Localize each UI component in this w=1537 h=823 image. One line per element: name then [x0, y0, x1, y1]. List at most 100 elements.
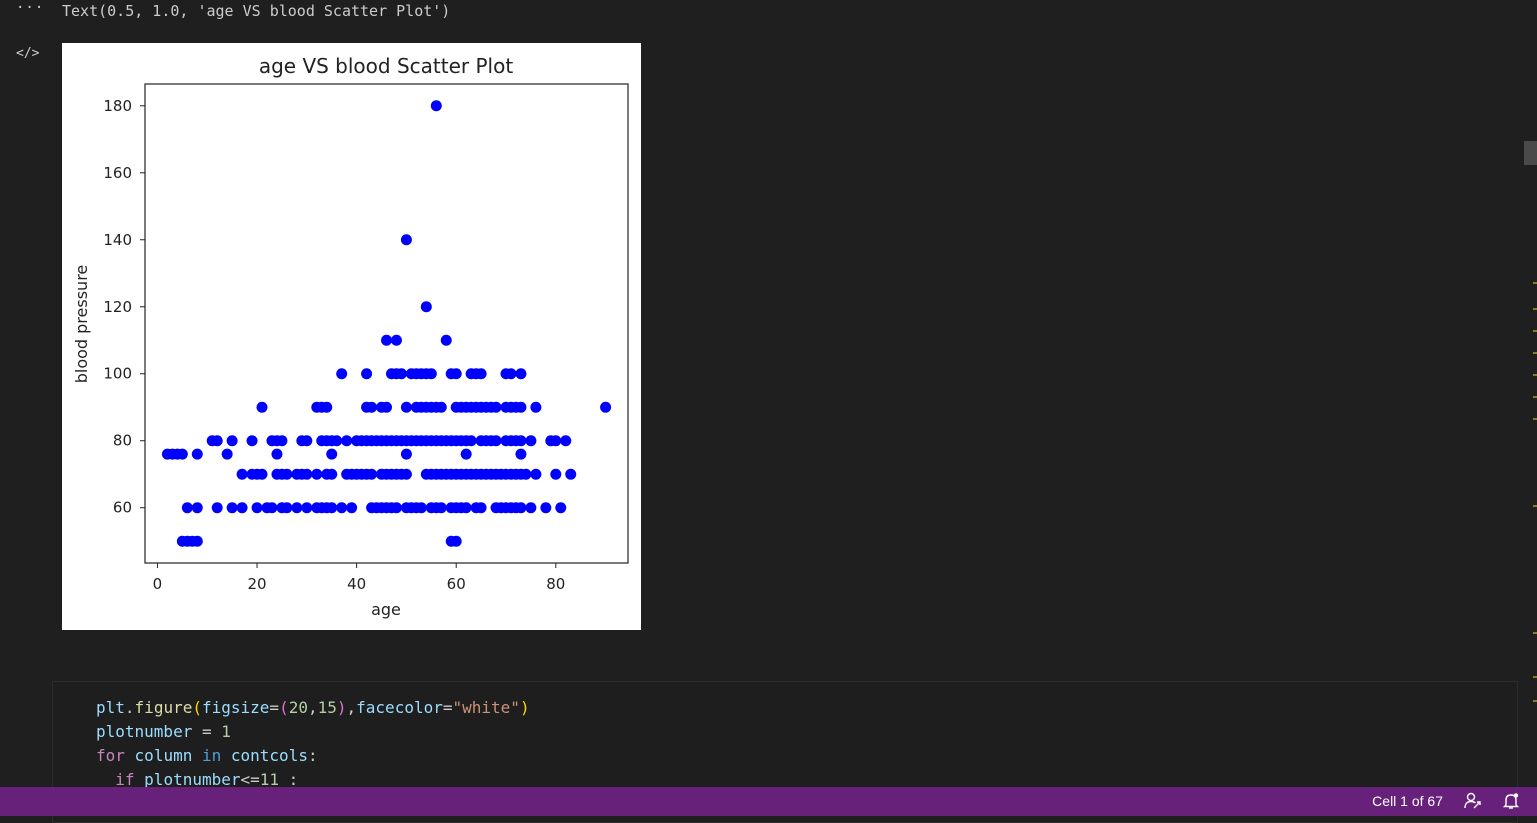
data-point: [475, 368, 487, 380]
code-line[interactable]: plt.figure(figsize=(20,15),facecolor="wh…: [96, 698, 530, 717]
minimap-marker: [1533, 282, 1537, 284]
data-point: [450, 368, 462, 380]
data-point: [400, 468, 412, 480]
data-point: [271, 448, 283, 460]
feedback-icon[interactable]: [1463, 791, 1483, 811]
scatter-points: [161, 100, 612, 547]
output-text: Text(0.5, 1.0, 'age VS blood Scatter Plo…: [62, 2, 451, 20]
data-point: [381, 334, 392, 346]
code-line[interactable]: for column in contcols:: [96, 746, 318, 765]
data-point: [430, 100, 442, 112]
code-line[interactable]: if plotnumber<=11 :: [115, 770, 299, 789]
chart-title: age VS blood Scatter Plot: [259, 54, 513, 78]
data-point: [326, 468, 338, 480]
minimap-marker: [1533, 676, 1537, 678]
data-point: [515, 401, 527, 413]
y-axis-label: blood pressure: [72, 265, 91, 384]
y-tick-label: 180: [103, 97, 132, 115]
data-point: [400, 234, 412, 246]
y-tick-label: 140: [103, 231, 132, 249]
bell-icon[interactable]: [1501, 791, 1521, 811]
data-point: [301, 502, 313, 514]
data-point: [326, 502, 338, 514]
data-point: [490, 435, 502, 447]
minimap-marker: [1533, 700, 1537, 702]
data-point: [366, 468, 378, 480]
data-point: [420, 301, 432, 313]
data-point: [505, 368, 517, 380]
data-point: [366, 401, 378, 413]
data-point: [515, 448, 527, 460]
data-point: [415, 502, 427, 514]
axes-frame: [144, 83, 629, 564]
data-point: [490, 401, 502, 413]
data-point: [540, 502, 552, 514]
data-point: [395, 368, 407, 380]
code-editor[interactable]: plt.figure(figsize=(20,15),facecolor="wh…: [96, 696, 530, 792]
data-point: [281, 468, 293, 480]
minimap-marker: [1533, 352, 1537, 354]
data-point: [191, 535, 203, 547]
data-point: [251, 502, 263, 514]
data-point: [555, 502, 567, 514]
data-point: [176, 448, 188, 460]
code-toggle-button[interactable]: </>: [16, 46, 40, 61]
data-point: [515, 502, 527, 514]
y-tick-label: 100: [103, 365, 132, 383]
data-point: [281, 502, 293, 514]
data-point: [565, 468, 577, 480]
data-point: [450, 535, 462, 547]
data-point: [525, 435, 537, 447]
data-point: [236, 468, 248, 480]
data-point: [341, 435, 353, 447]
data-point: [326, 448, 338, 460]
minimap-marker: [1533, 418, 1537, 420]
code-line[interactable]: plotnumber = 1: [96, 722, 231, 741]
data-point: [191, 502, 203, 514]
y-tick-label: 80: [113, 432, 132, 450]
data-point: [460, 448, 472, 460]
minimap-marker: [1533, 505, 1537, 507]
data-point: [311, 468, 323, 480]
minimap-marker: [1533, 396, 1537, 398]
cell-count-indicator[interactable]: Cell 1 of 67: [1372, 793, 1443, 809]
scatter-chart: age VS blood Scatter Plot blood pressure…: [72, 54, 629, 619]
minimap-marker: [1533, 632, 1537, 634]
scrollbar-thumb[interactable]: [1524, 141, 1537, 165]
x-axis-label: age: [371, 600, 401, 619]
data-point: [560, 435, 572, 447]
data-point: [520, 468, 532, 480]
data-point: [191, 448, 203, 460]
x-tick-label: 60: [447, 575, 466, 593]
data-point: [390, 334, 402, 346]
minimap-marker: [1533, 308, 1537, 310]
data-point: [181, 502, 193, 514]
data-point: [515, 435, 527, 447]
data-point: [425, 368, 437, 380]
y-tick-label: 120: [103, 298, 132, 316]
data-point: [221, 448, 233, 460]
data-point: [226, 435, 238, 447]
more-actions-button[interactable]: ···: [16, 0, 45, 16]
data-point: [600, 401, 612, 413]
data-point: [301, 468, 313, 480]
data-point: [525, 502, 537, 514]
data-point: [435, 401, 447, 413]
x-tick-label: 20: [247, 575, 266, 593]
data-point: [381, 401, 392, 413]
data-point: [530, 468, 542, 480]
data-point: [266, 502, 278, 514]
data-point: [550, 468, 562, 480]
data-point: [301, 435, 313, 447]
data-point: [291, 502, 303, 514]
y-tick-label: 60: [113, 499, 132, 517]
x-tick-label: 0: [153, 575, 163, 593]
data-point: [550, 435, 562, 447]
data-point: [236, 502, 248, 514]
data-point: [321, 401, 333, 413]
data-point: [331, 435, 343, 447]
data-point: [400, 448, 412, 460]
data-point: [361, 368, 373, 380]
data-point: [346, 502, 358, 514]
x-tick-label: 40: [347, 575, 366, 593]
